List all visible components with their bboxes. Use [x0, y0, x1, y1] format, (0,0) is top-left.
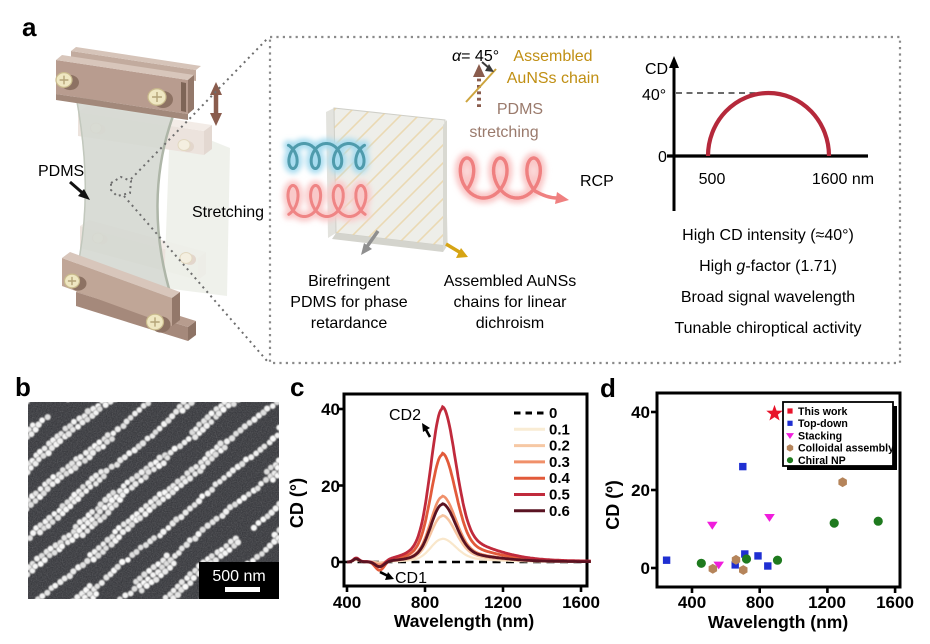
- svg-text:Colloidal assembly: Colloidal assembly: [798, 443, 894, 455]
- svg-text:1600: 1600: [562, 593, 600, 612]
- svg-text:α= 45°: α= 45°: [452, 48, 499, 65]
- svg-text:0.2: 0.2: [549, 438, 570, 455]
- svg-text:RCP: RCP: [580, 173, 614, 190]
- svg-text:Wavelength (nm): Wavelength (nm): [394, 611, 534, 631]
- svg-text:stretching: stretching: [469, 124, 538, 141]
- svg-text:PDMS: PDMS: [38, 163, 84, 180]
- svg-text:c: c: [290, 372, 304, 402]
- svg-text:Tunable chiroptical activity: Tunable chiroptical activity: [674, 320, 861, 337]
- svg-text:1200: 1200: [484, 593, 522, 612]
- svg-text:CD: CD: [645, 61, 668, 78]
- svg-text:d: d: [600, 373, 616, 403]
- svg-text:Stretching: Stretching: [192, 204, 264, 221]
- svg-text:Top-down: Top-down: [798, 418, 848, 430]
- svg-text:40: 40: [321, 400, 340, 419]
- svg-text:This work: This work: [798, 406, 848, 418]
- svg-text:40: 40: [631, 403, 650, 422]
- svg-text:800: 800: [411, 593, 439, 612]
- svg-text:PDMS for phase: PDMS for phase: [290, 294, 407, 311]
- svg-text:40°: 40°: [642, 87, 666, 104]
- svg-text:1600 nm: 1600 nm: [812, 171, 874, 188]
- svg-text:Wavelength (nm): Wavelength (nm): [708, 612, 848, 632]
- svg-text:High CD intensity (≈40°): High CD intensity (≈40°): [682, 227, 854, 244]
- svg-text:0.6: 0.6: [549, 503, 570, 520]
- svg-text:Birefringent: Birefringent: [308, 273, 390, 290]
- svg-text:0: 0: [549, 405, 557, 422]
- svg-text:0.3: 0.3: [549, 454, 570, 471]
- svg-text:b: b: [15, 372, 31, 402]
- svg-text:Stacking: Stacking: [798, 430, 842, 442]
- svg-text:800: 800: [746, 593, 774, 612]
- svg-text:PDMS: PDMS: [497, 101, 543, 118]
- svg-text:chains for linear: chains for linear: [454, 294, 568, 311]
- svg-text:dichroism: dichroism: [476, 315, 544, 332]
- svg-text:0.1: 0.1: [549, 421, 570, 438]
- svg-text:CD (°): CD (°): [287, 478, 307, 528]
- svg-text:CD (º): CD (º): [603, 480, 623, 530]
- svg-text:0: 0: [331, 553, 340, 572]
- svg-text:1200: 1200: [808, 593, 846, 612]
- svg-text:400: 400: [678, 593, 706, 612]
- svg-text:0: 0: [658, 149, 667, 166]
- svg-text:Broad signal wavelength: Broad signal wavelength: [681, 289, 855, 306]
- svg-text:500: 500: [699, 171, 726, 188]
- svg-text:retardance: retardance: [311, 315, 388, 332]
- svg-text:20: 20: [631, 481, 650, 500]
- svg-text:Assembled AuNSs: Assembled AuNSs: [444, 273, 577, 290]
- svg-text:500 nm: 500 nm: [212, 568, 265, 585]
- svg-text:CD2: CD2: [389, 407, 421, 424]
- svg-text:High g-factor (1.71): High g-factor (1.71): [699, 258, 837, 275]
- svg-text:0: 0: [641, 559, 650, 578]
- svg-text:a: a: [22, 12, 37, 42]
- svg-text:Assembled: Assembled: [513, 48, 592, 65]
- svg-text:20: 20: [321, 477, 340, 496]
- svg-text:1600: 1600: [876, 593, 914, 612]
- svg-text:0.4: 0.4: [549, 470, 571, 487]
- svg-text:Chiral NP: Chiral NP: [798, 455, 846, 467]
- svg-text:AuNSs chain: AuNSs chain: [507, 70, 600, 87]
- svg-text:400: 400: [333, 593, 361, 612]
- svg-text:0.5: 0.5: [549, 487, 570, 504]
- svg-text:CD1: CD1: [395, 570, 427, 587]
